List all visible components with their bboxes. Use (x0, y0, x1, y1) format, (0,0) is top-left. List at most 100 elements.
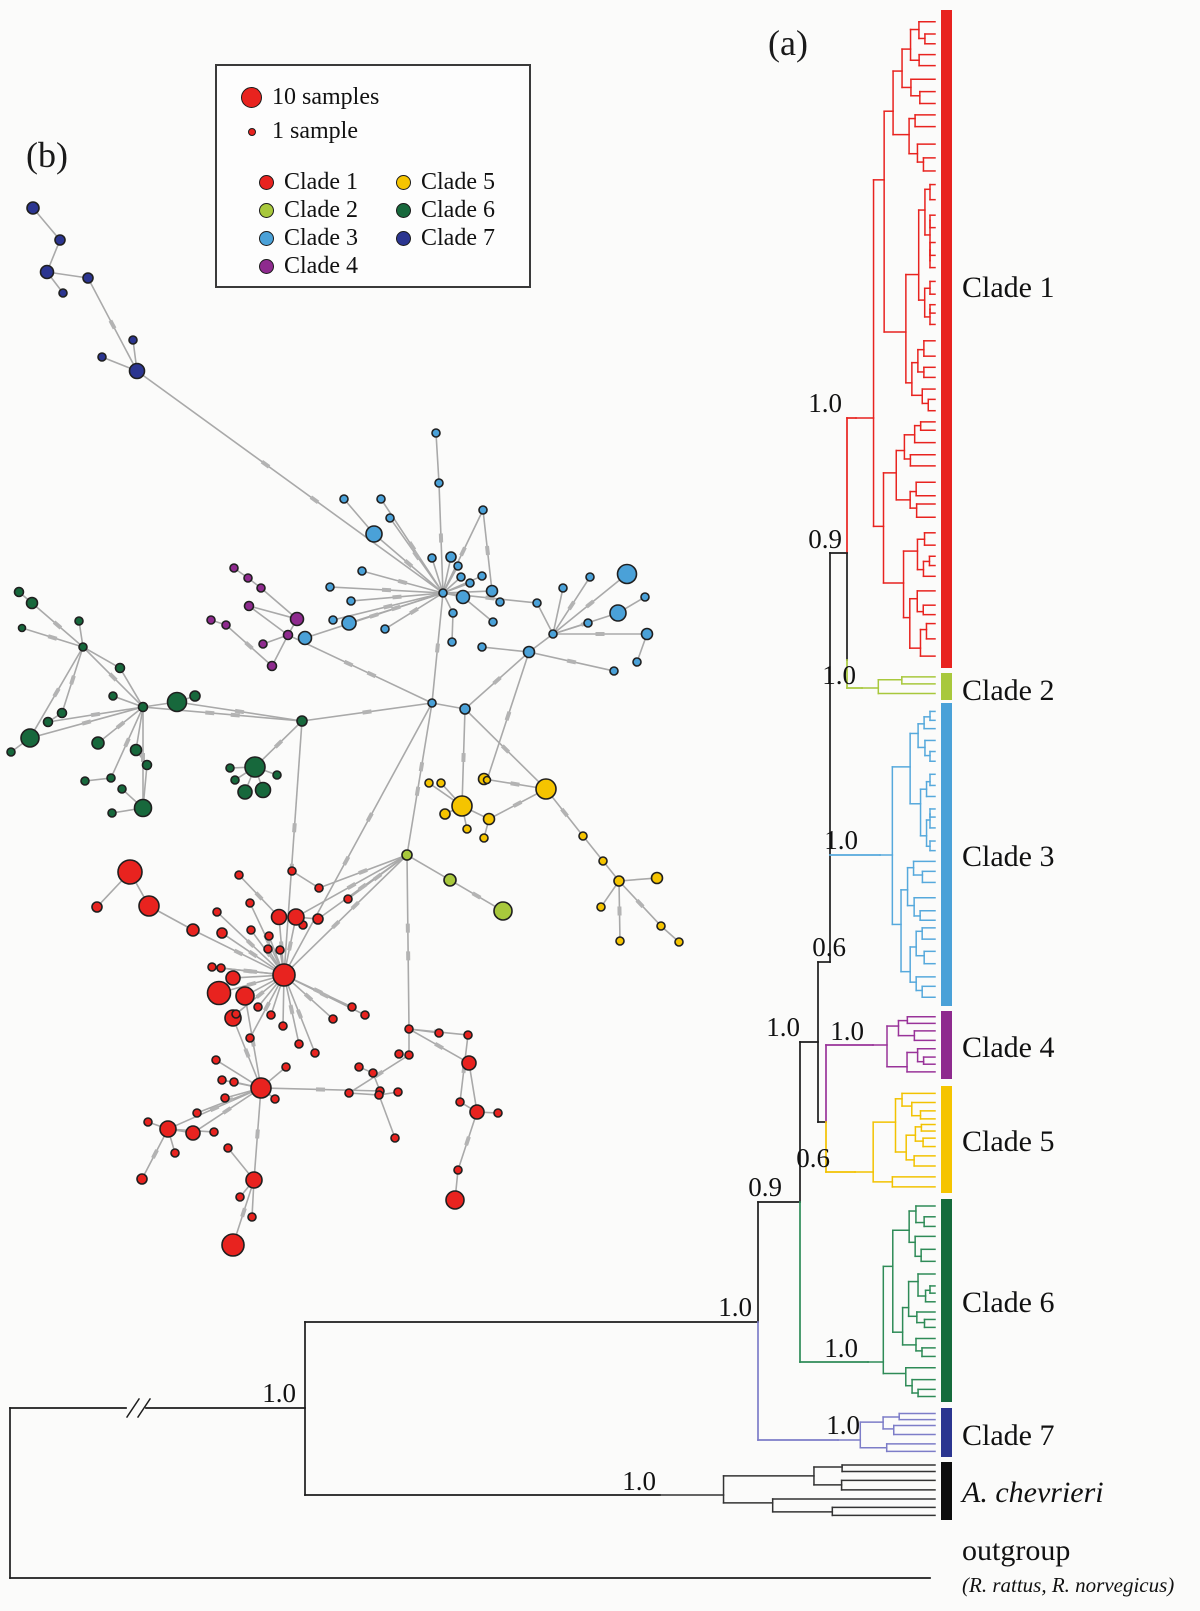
haplotype-node (97, 352, 107, 362)
haplotype-node (256, 583, 266, 593)
haplotype-node (650, 871, 664, 885)
support-value-label: 1.0 (262, 1378, 296, 1408)
mutation-tick-icon (263, 1001, 271, 1012)
haplotype-node (296, 715, 308, 727)
mutation-tick-icon (403, 559, 414, 568)
mutation-tick-icon (406, 951, 411, 961)
size-dot-10-icon (241, 87, 262, 108)
haplotype-node (325, 582, 335, 592)
haplotype-node (245, 1033, 255, 1043)
haplotype-node (216, 963, 226, 973)
mutation-tick-icon (247, 969, 258, 974)
mutation-tick-icon (409, 606, 419, 616)
haplotype-node (25, 596, 39, 610)
clade-label: Clade 3 (962, 840, 1054, 873)
haplotype-node (445, 551, 457, 563)
clade-color-dot-icon (396, 231, 411, 246)
haplotype-node (461, 1055, 477, 1071)
mutation-tick-icon (90, 711, 101, 718)
haplotype-node (189, 690, 201, 702)
haplotype-node (578, 831, 588, 841)
haplotype-node (231, 1009, 241, 1019)
haplotype-node (244, 756, 266, 778)
haplotype-node (469, 1104, 485, 1120)
mutation-tick-icon (405, 923, 410, 933)
haplotype-node (117, 784, 127, 794)
mutation-tick-icon (407, 541, 417, 551)
mutation-tick-icon (391, 604, 401, 612)
mutation-tick-icon (234, 708, 245, 715)
haplotype-node (439, 808, 451, 820)
haplotype-node (640, 627, 654, 641)
clade-color-dot-icon (396, 175, 411, 190)
haplotype-node (479, 833, 489, 843)
network-edge (135, 706, 144, 751)
haplotype-node (258, 639, 268, 649)
haplotype-node (253, 1002, 263, 1012)
haplotype-node (609, 666, 619, 676)
support-value-label: 0.6 (796, 1143, 830, 1173)
mutation-tick-icon (313, 987, 323, 995)
haplotype-node (404, 1024, 414, 1034)
haplotype-node (20, 728, 40, 748)
mutation-tick-icon (287, 941, 293, 951)
legend-clade-label: Clade 5 (421, 169, 495, 195)
mutation-tick-icon (292, 823, 297, 833)
haplotype-node (354, 1062, 364, 1072)
mutation-tick-icon (315, 1087, 326, 1092)
haplotype-node (455, 589, 471, 605)
haplotype-node (394, 1049, 404, 1059)
clade-color-dot-icon (396, 203, 411, 218)
haplotype-node (434, 478, 444, 488)
network-edge (552, 587, 564, 635)
mutation-tick-icon (504, 711, 512, 721)
legend-clade-label: Clade 6 (421, 197, 495, 223)
mutation-tick-icon (434, 1042, 444, 1050)
mutation-tick-icon (510, 781, 520, 787)
network-edge (270, 633, 290, 668)
mutation-tick-icon (52, 687, 61, 698)
haplotype-node (558, 583, 568, 593)
mutation-tick-icon (288, 1004, 295, 1015)
haplotype-node (159, 1120, 177, 1138)
haplotype-node (166, 691, 188, 713)
network-edge (406, 854, 410, 1030)
haplotype-node (459, 703, 471, 715)
network-nodes (6, 201, 684, 1257)
haplotype-node (223, 1143, 233, 1153)
haplotype-node (56, 707, 68, 719)
haplotype-node (493, 901, 513, 921)
haplotype-node (477, 571, 487, 581)
haplotype-node (270, 1094, 280, 1104)
haplotype-node (427, 698, 437, 708)
haplotype-node (328, 1014, 338, 1024)
network-edge (31, 206, 62, 242)
haplotype-node (129, 743, 143, 757)
haplotype-node (243, 600, 255, 612)
mutation-tick-icon (81, 719, 92, 726)
haplotype-node (495, 597, 505, 607)
legend-size-label: 10 samples (272, 84, 380, 110)
mutation-tick-icon (343, 659, 354, 668)
haplotype-node (278, 1021, 288, 1031)
mutation-tick-icon (295, 1009, 304, 1019)
network-edge (430, 556, 445, 595)
clade-color-dot-icon (259, 231, 274, 246)
haplotype-node (136, 1173, 148, 1185)
mutation-tick-icon (141, 753, 145, 762)
haplotype-node (13, 586, 25, 598)
haplotype-node (434, 1028, 444, 1038)
support-value-label: 0.6 (812, 932, 846, 962)
haplotype-node (431, 428, 441, 438)
network-edge (286, 633, 434, 705)
support-value-label: 0.9 (748, 1172, 782, 1202)
haplotype-node (78, 642, 88, 652)
network-edge (142, 706, 303, 722)
mutation-tick-icon (254, 891, 264, 901)
haplotype-node (211, 1055, 221, 1065)
mutation-tick-icon (471, 891, 482, 900)
haplotype-node (376, 494, 386, 504)
mutation-tick-icon (358, 868, 368, 875)
haplotype-node (206, 980, 232, 1006)
haplotype-node (114, 662, 126, 674)
